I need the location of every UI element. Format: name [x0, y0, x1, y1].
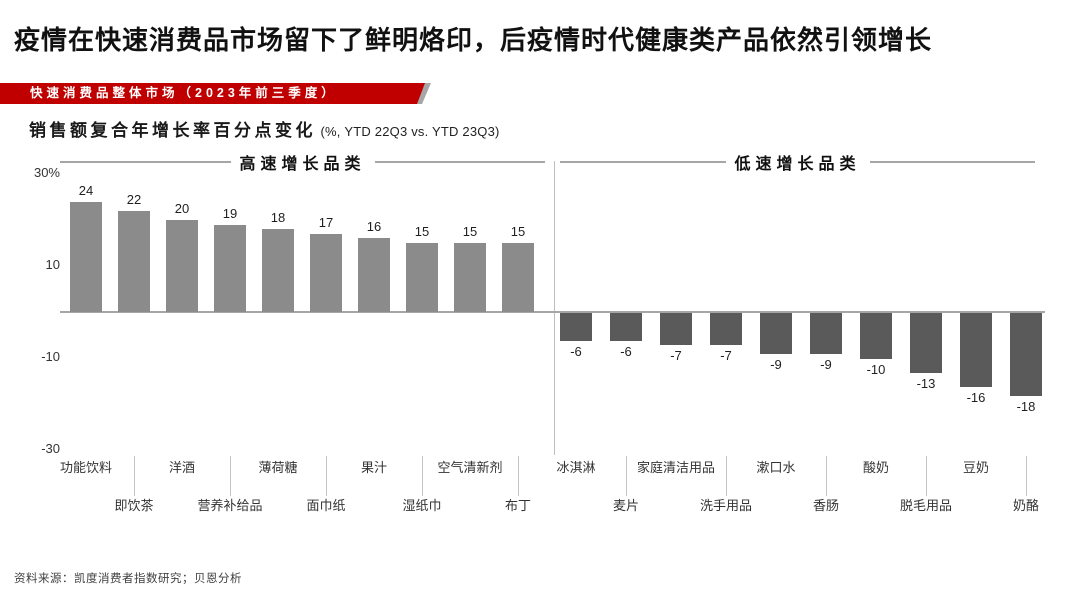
category-label: 洗手用品: [699, 498, 752, 513]
bar-value-label: 15: [510, 224, 526, 239]
bar: [810, 313, 842, 355]
page-title: 疫情在快速消费品市场留下了鲜明烙印，后疫情时代健康类产品依然引领增长: [14, 25, 933, 55]
section-banner: 快速消费品整体市场（2023年前三季度）: [0, 83, 440, 104]
chart-title-note: (%, YTD 22Q3 vs. YTD 23Q3): [320, 124, 500, 139]
bar-value-label: 19: [222, 205, 238, 221]
bar-value-label: 16: [366, 219, 382, 235]
y-tick-label: -10: [41, 349, 60, 364]
section-label: 高速增长品类: [239, 155, 366, 173]
label-leader-line: [518, 456, 519, 496]
bar: [118, 210, 150, 312]
category-label: 薄荷糖: [258, 460, 298, 475]
category-label: 果汁: [360, 460, 387, 475]
bar: [610, 313, 642, 341]
bar: [1010, 313, 1042, 396]
label-leader-line: [230, 456, 231, 496]
section-header-low-growth: 低速增长品类: [560, 152, 1036, 173]
bar-value-label: -18: [1016, 398, 1036, 414]
header-rule-left: [60, 160, 231, 163]
y-tick-label: -30: [41, 441, 60, 456]
bar: [502, 243, 534, 312]
bar-value-label: -9: [770, 357, 782, 373]
category-label: 洋酒: [168, 460, 195, 475]
header-rule-left: [560, 160, 726, 163]
header-rule-right: [374, 160, 546, 163]
category-label: 营养补给品: [197, 498, 263, 513]
label-leader-line: [826, 456, 827, 496]
bar-value-label: 24: [78, 182, 94, 198]
zero-axis-line: [60, 311, 1045, 313]
bar: [166, 220, 198, 312]
bar-value-label: 18: [270, 210, 286, 226]
category-label: 面巾纸: [306, 498, 346, 513]
bar: [660, 313, 692, 346]
bar: [214, 224, 246, 312]
y-tick-label: 30%: [33, 165, 60, 180]
bar-value-label: -6: [620, 343, 632, 359]
bar: [960, 313, 992, 387]
label-leader-line: [626, 456, 627, 496]
category-label: 冰淇淋: [556, 460, 596, 475]
category-label: 布丁: [504, 498, 531, 513]
label-leader-line: [726, 456, 727, 496]
label-leader-line: [1026, 456, 1027, 496]
section-header-high-growth: 高速增长品类: [60, 152, 546, 173]
header-rule-right: [869, 160, 1036, 163]
section-divider-line: [554, 161, 555, 455]
category-label: 湿纸巾: [402, 498, 442, 513]
bar-value-label: 17: [318, 214, 334, 230]
bar-value-label: -10: [866, 362, 886, 377]
category-label: 奶酪: [1012, 498, 1039, 513]
bar: [760, 313, 792, 355]
category-label: 香肠: [812, 498, 839, 513]
bar: [70, 201, 102, 312]
bar-value-label: 22: [126, 191, 142, 207]
label-leader-line: [422, 456, 423, 496]
source-note: 资料来源：凯度消费者指数研究；贝恩分析: [14, 573, 242, 585]
category-label: 豆奶: [962, 460, 989, 475]
banner-label: 快速消费品整体市场（2023年前三季度）: [30, 86, 338, 100]
bar-value-label: -7: [670, 348, 682, 364]
bar: [560, 313, 592, 341]
bar-value-label: 15: [462, 224, 478, 239]
category-label: 酸奶: [862, 460, 889, 475]
bar: [358, 238, 390, 312]
bar-value-label: -6: [570, 343, 582, 359]
chart-title: 销售额复合年增长率百分点变化: [29, 121, 316, 140]
bar: [406, 243, 438, 312]
bar: [860, 313, 892, 359]
category-label: 功能饮料: [59, 460, 112, 475]
bar: [262, 229, 294, 312]
section-label: 低速增长品类: [734, 155, 861, 173]
category-label: 麦片: [612, 498, 639, 513]
label-leader-line: [326, 456, 327, 496]
bar-value-label: -16: [966, 389, 986, 405]
y-tick-label: 10: [45, 257, 60, 272]
category-label: 脱毛用品: [899, 498, 952, 513]
label-leader-line: [926, 456, 927, 496]
bar-value-label: -9: [820, 357, 832, 373]
category-label: 空气清新剂: [437, 460, 503, 475]
bar: [454, 243, 486, 312]
bar: [910, 313, 942, 373]
bar-value-label: 20: [174, 201, 190, 216]
category-label: 家庭清洁用品: [636, 460, 715, 475]
category-label: 漱口水: [756, 460, 796, 475]
chart-subtitle: 销售额复合年增长率百分点变化 (%, YTD 22Q3 vs. YTD 23Q3…: [29, 116, 500, 141]
bar: [310, 233, 342, 312]
banner-ribbon: 快速消费品整体市场（2023年前三季度）: [0, 83, 425, 104]
bar-value-label: -13: [916, 375, 936, 391]
category-label: 即饮茶: [114, 498, 154, 513]
bar-value-label: 15: [414, 224, 430, 239]
label-leader-line: [134, 456, 135, 496]
bar-value-label: -7: [720, 348, 732, 364]
bar: [710, 313, 742, 346]
